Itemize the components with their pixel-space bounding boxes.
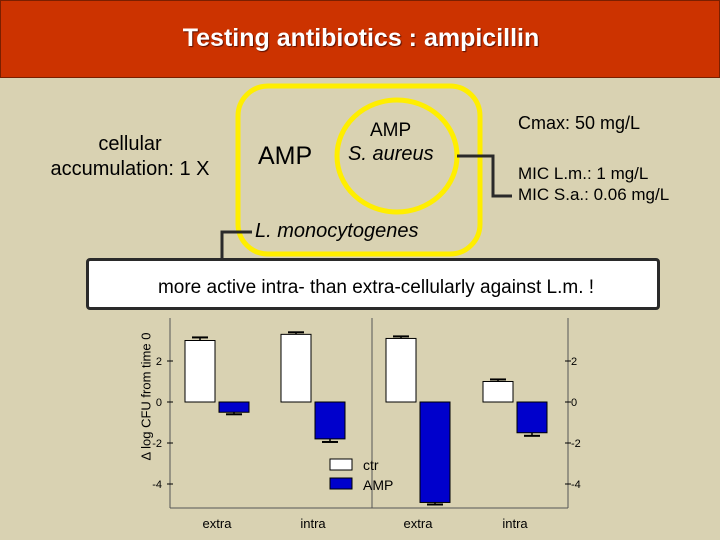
l-monocytogenes-label: L. monocytogenes — [255, 220, 419, 242]
y-tick-label: 0 — [156, 397, 162, 409]
s-aureus-label: S. aureus — [348, 143, 434, 165]
mic-sa-label: MIC S.a.: 0.06 mg/L — [518, 185, 670, 204]
amp-outer-label: AMP — [258, 142, 313, 170]
conclusion-banner: more active intra- than extra-cellularly… — [86, 258, 660, 310]
bar-amp-intra — [314, 401, 346, 440]
y-tick-label: 0 — [571, 397, 577, 409]
y-tick-label: -2 — [152, 438, 162, 450]
slide-title: Testing antibiotics : ampicillin — [182, 24, 540, 52]
bar-amp-extra — [419, 401, 451, 503]
s-aureus-leader — [457, 154, 512, 198]
category-label: extra — [203, 516, 233, 531]
bar-ctr-extra — [385, 337, 417, 403]
conclusion-text: more active intra- than extra-cellularly… — [157, 277, 595, 298]
y-tick-label: -4 — [152, 479, 162, 491]
title-bar: Testing antibiotics : ampicillin — [0, 0, 720, 78]
y-tick-label: 2 — [156, 356, 162, 368]
legend-swatch-amp — [329, 477, 353, 490]
amp-inner-label: AMP — [370, 120, 412, 141]
bar-amp-intra — [516, 401, 548, 434]
y-tick-label: 2 — [571, 356, 577, 368]
y-tick-label: -4 — [571, 479, 581, 491]
legend-swatch-ctr — [329, 458, 353, 471]
legend-label-amp: AMP — [363, 477, 393, 493]
bar-ctr-extra — [184, 340, 216, 403]
bar-ctr-intra — [482, 381, 514, 403]
bar-amp-extra — [218, 401, 250, 413]
legend-label-ctr: ctr — [363, 457, 379, 473]
category-label: intra — [502, 516, 528, 531]
mic-lm-label: MIC L.m.: 1 mg/L — [518, 164, 649, 183]
bar-ctr-intra — [280, 333, 312, 403]
y-tick-label: -2 — [571, 438, 581, 450]
category-label: intra — [300, 516, 326, 531]
category-label: extra — [404, 516, 434, 531]
cellular-accumulation-label: cellular accumulation: 1 X — [50, 133, 210, 180]
cell-outline — [235, 83, 483, 257]
cmax-label: Cmax: 50 mg/L — [518, 113, 641, 133]
